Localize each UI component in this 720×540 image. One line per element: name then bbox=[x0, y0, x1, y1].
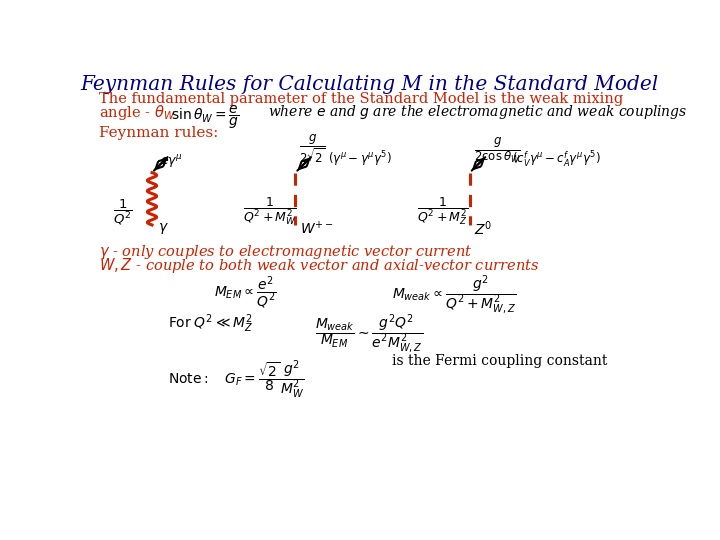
Text: angle - $\theta_W$: angle - $\theta_W$ bbox=[99, 103, 176, 122]
Text: The fundamental parameter of the Standard Model is the weak mixing: The fundamental parameter of the Standar… bbox=[99, 92, 624, 106]
Text: $(\gamma^\mu - \gamma^\mu\gamma^5)$: $(\gamma^\mu - \gamma^\mu\gamma^5)$ bbox=[328, 149, 392, 168]
Text: $\gamma$ - only couples to electromagnetic vector current: $\gamma$ - only couples to electromagnet… bbox=[99, 244, 473, 261]
Text: $W^{+-}$: $W^{+-}$ bbox=[300, 220, 334, 238]
Text: Feynman rules:: Feynman rules: bbox=[99, 126, 219, 140]
Text: $\mathrm{Note:}\quad G_F = \dfrac{\sqrt{2}}{8}\dfrac{g^2}{M_W^2}$: $\mathrm{Note:}\quad G_F = \dfrac{\sqrt{… bbox=[168, 359, 304, 401]
Text: $Z^0$: $Z^0$ bbox=[474, 219, 492, 238]
Text: $e\gamma^\mu$: $e\gamma^\mu$ bbox=[160, 152, 183, 170]
Text: $\dfrac{M_{weak}}{M_{EM}} \sim \dfrac{g^2 Q^2}{e^2 M_{W,Z}^2}$: $\dfrac{M_{weak}}{M_{EM}} \sim \dfrac{g^… bbox=[315, 313, 423, 356]
Text: $\dfrac{g}{2\cos\theta_W}$: $\dfrac{g}{2\cos\theta_W}$ bbox=[474, 136, 521, 165]
Text: Feynman Rules for Calculating M in the Standard Model: Feynman Rules for Calculating M in the S… bbox=[80, 75, 658, 94]
Text: where $e$ and $g$ are the electromagnetic and weak couplings: where $e$ and $g$ are the electromagneti… bbox=[269, 103, 688, 122]
Text: $\dfrac{1}{Q^2+M_Z^2}$: $\dfrac{1}{Q^2+M_Z^2}$ bbox=[417, 195, 469, 227]
Text: $\dfrac{1}{Q^2+M_W^2}$: $\dfrac{1}{Q^2+M_W^2}$ bbox=[243, 195, 297, 227]
Text: $\gamma$: $\gamma$ bbox=[158, 221, 169, 237]
Text: $\sin\theta_W = \dfrac{e}{g}$: $\sin\theta_W = \dfrac{e}{g}$ bbox=[171, 103, 240, 131]
Text: $\dfrac{1}{Q^2}$: $\dfrac{1}{Q^2}$ bbox=[113, 198, 132, 227]
Text: $\dfrac{g}{2\sqrt{2}}$: $\dfrac{g}{2\sqrt{2}}$ bbox=[300, 132, 326, 165]
Text: $M_{EM} \propto \dfrac{e^2}{Q^2}$: $M_{EM} \propto \dfrac{e^2}{Q^2}$ bbox=[214, 274, 276, 311]
Text: $M_{weak} \propto \dfrac{g^2}{Q^2+M_{W,Z}^2}$: $M_{weak} \propto \dfrac{g^2}{Q^2+M_{W,Z… bbox=[392, 274, 516, 318]
Text: $\mathrm{For}\; Q^2 \ll M_Z^2$: $\mathrm{For}\; Q^2 \ll M_Z^2$ bbox=[168, 313, 253, 335]
Text: $(c_V^f\gamma^\mu - c_A^f\gamma^\mu\gamma^5)$: $(c_V^f\gamma^\mu - c_A^f\gamma^\mu\gamm… bbox=[513, 150, 601, 168]
Text: $W, Z$ - couple to both weak vector and axial-vector currents: $W, Z$ - couple to both weak vector and … bbox=[99, 256, 540, 275]
Text: is the Fermi coupling constant: is the Fermi coupling constant bbox=[392, 354, 608, 368]
